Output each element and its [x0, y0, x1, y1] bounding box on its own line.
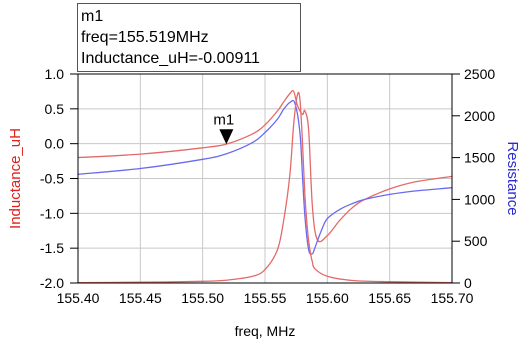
marker-value: Inductance_uH=-0.00911: [81, 50, 260, 67]
y-left-tick-label: -1.5: [40, 240, 64, 256]
y-right-tick-label: 2000: [464, 108, 495, 124]
resistance-line: [77, 99, 453, 255]
y-right-tick-label: 1000: [464, 191, 495, 207]
x-tick-label: 155.65: [368, 290, 411, 306]
inductance-line: [77, 89, 453, 243]
y-left-tick-label: -1.0: [40, 205, 64, 221]
y-left-tick-label: 0.5: [45, 101, 65, 117]
y-right-tick-label: 2500: [464, 66, 495, 82]
marker-name: m1: [81, 8, 104, 25]
y-left-tick-label: -2.0: [40, 275, 64, 291]
x-tick-label: 155.55: [244, 290, 287, 306]
marker-frequency: freq=155.519MHz: [81, 29, 209, 46]
y-right-tick-label: 0: [464, 275, 472, 291]
marker-triangle[interactable]: [219, 129, 234, 145]
third-trace-line: [77, 91, 453, 284]
y-left-tick-label: -0.5: [40, 171, 64, 187]
y-axis-left-title: Inductance_uH: [7, 128, 24, 229]
y-axis-right-title: Resistance: [504, 141, 521, 215]
x-tick-label: 155.60: [306, 290, 349, 306]
y-left-tick-label: 0.0: [45, 136, 65, 152]
series-layer: [77, 89, 453, 284]
marker-readout-box[interactable]: m1 freq=155.519MHz Inductance_uH=-0.0091…: [77, 3, 301, 72]
y-right-tick-label: 500: [464, 233, 488, 249]
y-left-tick-label: 1.0: [45, 66, 65, 82]
x-tick-label: 155.70: [431, 290, 474, 306]
tick-labels: 155.40 155.45 155.50 155.55 155.60 155.65 155.…: [40, 66, 495, 306]
y-right-tick-label: 1500: [464, 150, 495, 166]
grid: [78, 74, 452, 283]
x-tick-label: 155.45: [119, 290, 162, 306]
marker: m1: [213, 111, 234, 145]
x-tick-label: 155.50: [181, 290, 224, 306]
x-tick-label: 155.40: [57, 290, 100, 306]
marker-label: m1: [213, 111, 234, 128]
x-axis-title: freq, MHz: [235, 323, 296, 339]
